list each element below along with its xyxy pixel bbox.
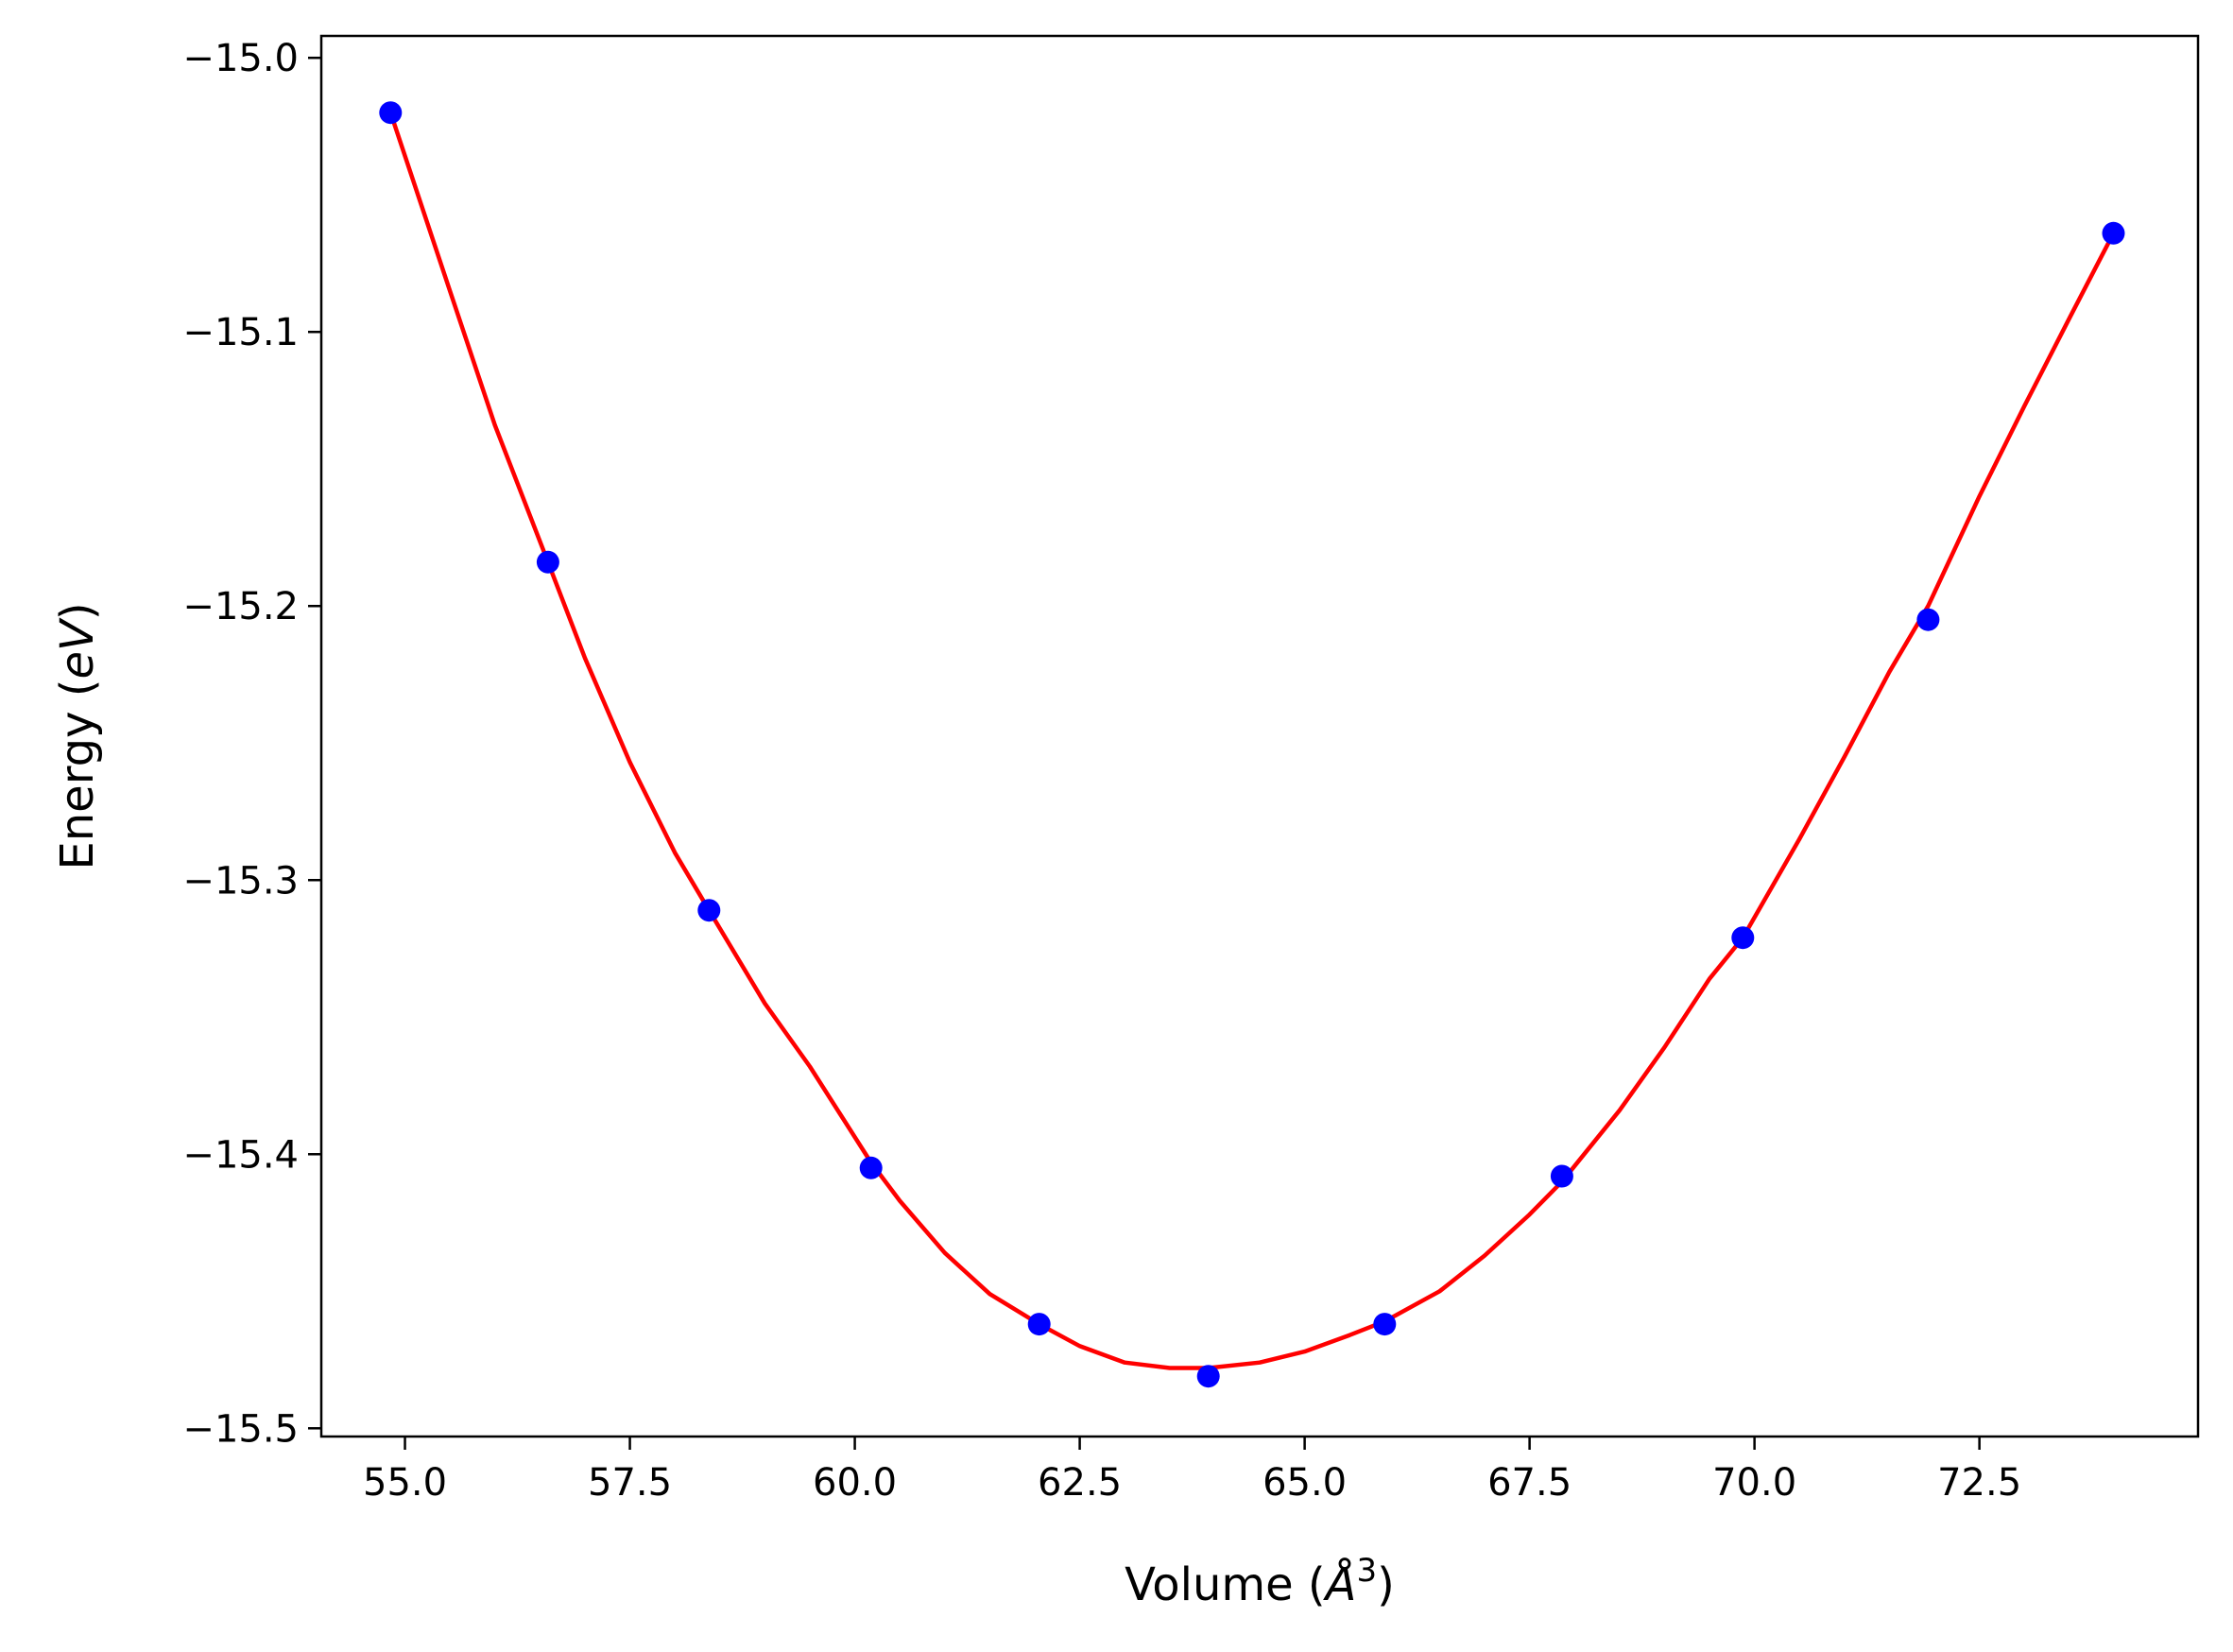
x-tick-label: 70.0 xyxy=(1712,1461,1796,1505)
x-axis-label-prefix: Volume ( xyxy=(1125,1558,1326,1611)
plot-area xyxy=(379,101,2125,1388)
x-tick-label: 65.0 xyxy=(1263,1461,1347,1505)
y-axis-label: Energy (eV) xyxy=(51,602,104,869)
data-point xyxy=(1027,1313,1051,1336)
y-tick-label: −15.5 xyxy=(182,1407,299,1451)
x-axis-ticks: 55.0 57.5 60.0 62.5 65.0 67.5 70.0 72.5 xyxy=(363,1437,2021,1505)
x-axis-label-symbol: Å xyxy=(1323,1557,1357,1611)
fit-curve xyxy=(388,112,2116,1370)
y-tick-label: −15.4 xyxy=(182,1133,299,1177)
x-axis-label-sup: 3 xyxy=(1356,1552,1377,1590)
data-point xyxy=(1916,608,1940,631)
data-point xyxy=(859,1156,883,1179)
y-tick-label: −15.2 xyxy=(182,585,299,628)
x-tick-label: 67.5 xyxy=(1487,1461,1572,1505)
y-axis-label-italic: eV xyxy=(51,617,104,680)
data-point xyxy=(697,899,721,922)
y-axis-ticks: −15.0 −15.1 −15.2 −15.3 −15.4 −15.5 xyxy=(182,37,321,1451)
x-tick-label: 62.5 xyxy=(1038,1461,1122,1505)
data-point xyxy=(536,550,559,574)
y-axis-label-suffix: ) xyxy=(51,602,104,620)
x-tick-label: 72.5 xyxy=(1937,1461,2021,1505)
data-point xyxy=(1373,1313,1397,1336)
data-point xyxy=(1196,1365,1220,1388)
x-tick-label: 57.5 xyxy=(588,1461,672,1505)
x-axis-label: Volume (Å3) xyxy=(1125,1552,1395,1611)
y-tick-label: −15.1 xyxy=(182,311,299,354)
data-point xyxy=(2102,221,2125,245)
y-tick-label: −15.3 xyxy=(182,859,299,903)
data-point xyxy=(379,101,403,125)
y-tick-label: −15.0 xyxy=(182,37,299,80)
x-tick-label: 55.0 xyxy=(363,1461,447,1505)
x-tick-label: 60.0 xyxy=(813,1461,897,1505)
y-axis-label-prefix: Energy ( xyxy=(51,680,104,870)
data-point xyxy=(1731,926,1755,950)
data-point xyxy=(1550,1164,1573,1188)
plot-frame xyxy=(319,34,2200,1438)
x-axis-label-suffix: ) xyxy=(1377,1558,1395,1611)
